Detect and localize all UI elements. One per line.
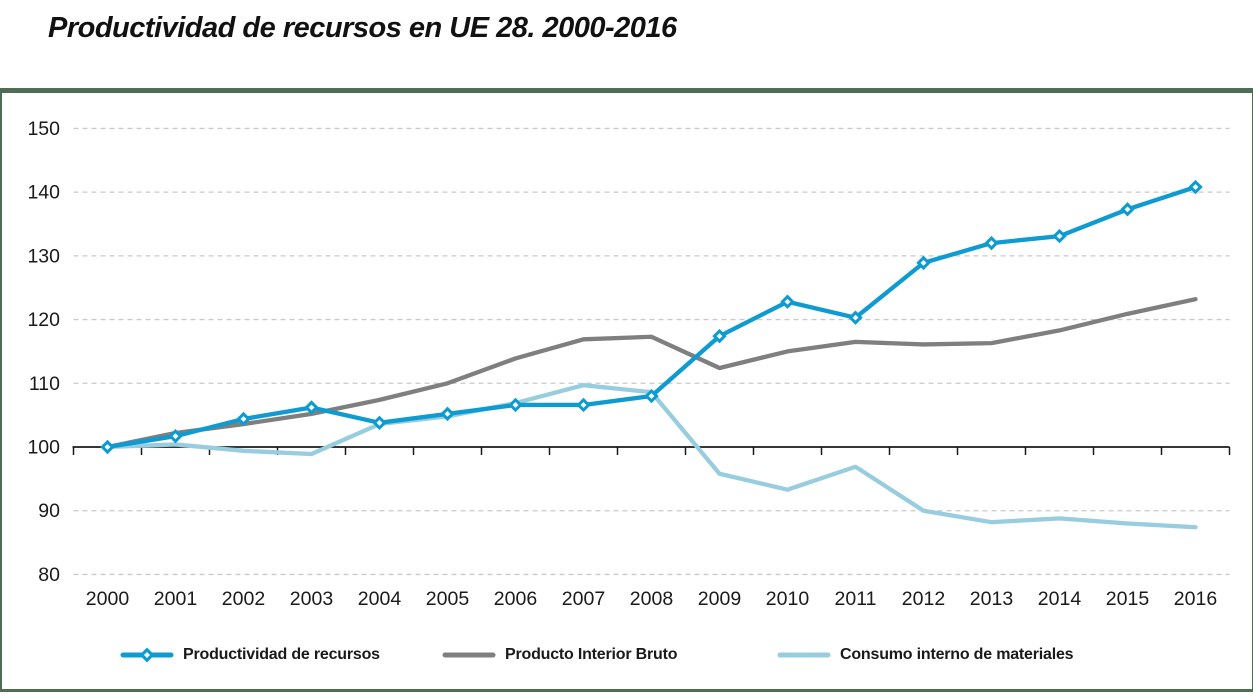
x-tick-label: 2009 bbox=[698, 588, 741, 610]
x-tick-label: 2000 bbox=[86, 588, 130, 610]
legend-line-with-diamond-icon bbox=[120, 647, 174, 663]
marker-diamond-center bbox=[444, 410, 451, 417]
marker-diamond-center bbox=[1192, 184, 1199, 190]
x-tick-label: 2011 bbox=[835, 588, 877, 610]
x-tick-label: 2013 bbox=[970, 588, 1013, 610]
x-tick-label: 2010 bbox=[766, 588, 810, 610]
marker-diamond-center bbox=[308, 404, 315, 411]
x-tick-label: 2014 bbox=[1038, 588, 1082, 610]
series-line-productividad-de-recursos bbox=[105, 184, 1198, 450]
legend-line-icon bbox=[777, 652, 831, 658]
y-tick-label: 140 bbox=[27, 182, 60, 204]
y-tick-label: 120 bbox=[27, 309, 60, 331]
x-tick-label: 2007 bbox=[562, 588, 605, 610]
marker-diamond-center bbox=[240, 416, 247, 422]
y-tick-label: 100 bbox=[27, 437, 60, 459]
marker-diamond-center bbox=[580, 402, 587, 408]
x-tick-label: 2003 bbox=[290, 588, 333, 610]
y-tick-label: 90 bbox=[38, 500, 60, 522]
marker-diamond-center bbox=[988, 240, 995, 247]
series-line-consumo-interno-de-materiales bbox=[105, 383, 1198, 530]
series-line-producto-interior-bruto bbox=[105, 297, 1198, 450]
marker-diamond-center bbox=[512, 402, 519, 408]
marker-diamond-center bbox=[784, 298, 791, 305]
marker-diamond-center bbox=[716, 333, 723, 340]
x-tick-label: 2015 bbox=[1106, 588, 1150, 610]
marker-diamond-center bbox=[852, 314, 859, 321]
x-tick-label: 2002 bbox=[222, 588, 265, 610]
page-title: Productividad de recursos en UE 28. 2000… bbox=[48, 12, 677, 44]
x-tick-label: 2008 bbox=[630, 588, 673, 610]
legend-label: Producto Interior Bruto bbox=[505, 646, 678, 663]
legend-item-productividad: Productividad de recursos bbox=[120, 643, 380, 667]
x-tick-label: 2005 bbox=[426, 588, 470, 610]
marker-diamond-center bbox=[648, 393, 655, 399]
x-tick-label: 2004 bbox=[358, 588, 402, 610]
legend-label: Productividad de recursos bbox=[183, 646, 380, 663]
x-tick-label: 2016 bbox=[1174, 588, 1217, 610]
x-tick-label: 2001 bbox=[154, 588, 197, 610]
x-tick-label: 2006 bbox=[494, 588, 537, 610]
legend-item-consumo: Consumo interno de materiales bbox=[777, 643, 1074, 667]
marker-diamond-center bbox=[920, 259, 927, 266]
chart-panel: 80 90 100 110 120 130 140 150 2000 2001 2002 2003 20… bbox=[0, 88, 1253, 692]
legend-line-icon bbox=[442, 652, 496, 658]
y-tick-label: 130 bbox=[27, 245, 60, 267]
chart-legend: Productividad de recursos Producto Inter… bbox=[2, 643, 1252, 673]
marker-diamond-center bbox=[376, 419, 383, 426]
line-chart: 80 90 100 110 120 130 140 150 2000 2001 2002 2003 20… bbox=[27, 118, 1231, 610]
y-tick-label: 150 bbox=[27, 118, 60, 140]
marker-diamond-center bbox=[172, 433, 179, 440]
marker-diamond-center bbox=[1124, 206, 1131, 213]
y-tick-label: 110 bbox=[29, 373, 60, 395]
legend-item-pib: Producto Interior Bruto bbox=[442, 643, 677, 667]
x-tick-label: 2012 bbox=[902, 588, 945, 610]
marker-diamond-center bbox=[1056, 233, 1063, 240]
y-tick-label: 80 bbox=[38, 564, 60, 586]
marker-diamond-center bbox=[104, 444, 111, 450]
legend-label: Consumo interno de materiales bbox=[840, 646, 1074, 663]
